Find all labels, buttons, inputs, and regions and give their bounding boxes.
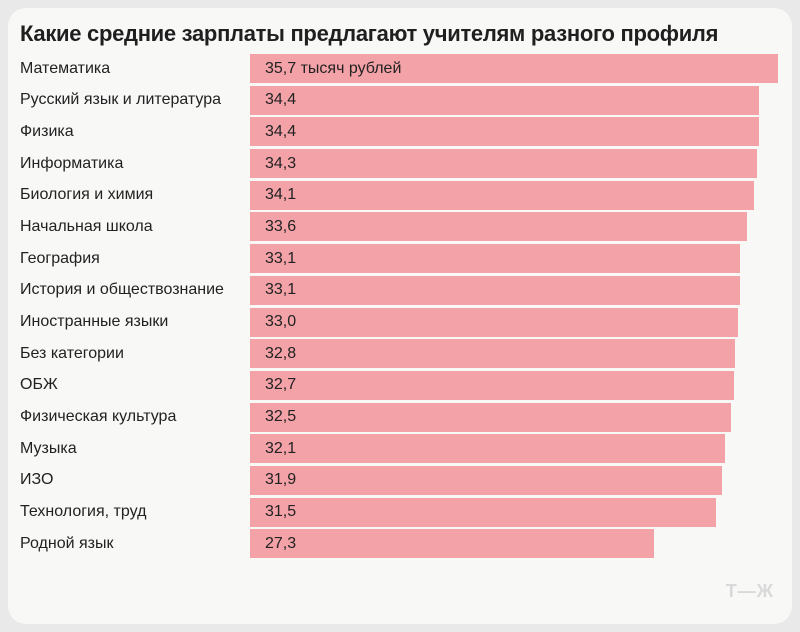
category-label: История и обществознание xyxy=(20,281,224,299)
chart-row: Математика 35,7 тысяч рублей xyxy=(20,54,786,83)
category-label: Музыка xyxy=(20,439,77,457)
category-label: География xyxy=(20,249,100,267)
chart-row: Начальная школа 33,6 xyxy=(20,212,786,242)
chart-row: ОБЖ 32,7 xyxy=(20,370,786,400)
category-label: Русский язык и литература xyxy=(20,91,222,109)
category-label: Информатика xyxy=(20,154,124,172)
category-label: Без категории xyxy=(20,344,124,362)
chart-row: Иностранные языки 33,0 xyxy=(20,307,786,337)
tj-logo: Т—Ж xyxy=(725,581,774,601)
category-label: Биология и химия xyxy=(20,186,154,204)
value-label: 34,4 xyxy=(265,91,297,109)
bar: 31,5 xyxy=(250,497,716,527)
chart-row: Без категории 32,8 xyxy=(20,339,786,369)
category-label: ИЗО xyxy=(20,471,54,489)
bar: 35,7 тысяч рублей xyxy=(250,54,778,83)
bar: 34,3 xyxy=(250,149,758,179)
value-label: 33,1 xyxy=(265,249,297,267)
chart-row: Музыка 32,1 xyxy=(20,434,786,464)
bar: 33,1 xyxy=(250,244,740,274)
chart-card: Какие средние зарплаты предлагают учител… xyxy=(8,8,792,624)
bar: 33,1 xyxy=(250,275,740,305)
category-label: Технология, труд xyxy=(20,503,147,521)
value-label: 31,5 xyxy=(265,503,297,521)
value-label: 32,7 xyxy=(265,376,297,394)
value-label: 34,1 xyxy=(265,186,297,204)
value-label: 35,7 тысяч рублей xyxy=(265,59,402,77)
category-label: Физика xyxy=(20,122,74,140)
bar: 32,5 xyxy=(250,402,731,432)
value-label: 31,9 xyxy=(265,471,297,489)
category-label: Начальная школа xyxy=(20,217,153,235)
category-label: Иностранные языки xyxy=(20,313,169,330)
value-label: 33,0 xyxy=(265,313,297,330)
chart-row: Русский язык и литература 34,4 xyxy=(20,85,786,115)
chart-row: Физическая культура 32,5 xyxy=(20,402,786,432)
chart-row: География 33,1 xyxy=(20,244,786,274)
value-label: 32,5 xyxy=(265,408,297,426)
bar: 31,9 xyxy=(250,465,722,495)
chart-row: Технология, труд 31,5 xyxy=(20,497,786,527)
category-label: ОБЖ xyxy=(20,376,58,394)
bar: 32,8 xyxy=(250,339,736,369)
bar: 32,7 xyxy=(250,370,734,400)
category-label: Математика xyxy=(20,59,111,77)
chart-row: Родной язык 27,3 xyxy=(20,529,786,559)
chart-row: Физика 34,4 xyxy=(20,117,786,147)
bar: 32,1 xyxy=(250,434,725,464)
chart-row: ИЗО 31,9 xyxy=(20,465,786,495)
bar: 34,4 xyxy=(250,117,759,147)
value-label: 27,3 xyxy=(265,534,297,552)
bar: 34,4 xyxy=(250,85,759,115)
value-label: 34,4 xyxy=(265,122,297,140)
value-label: 32,8 xyxy=(265,344,297,362)
category-label: Физическая культура xyxy=(20,408,177,426)
bar: 33,6 xyxy=(250,212,747,242)
page-title: Какие средние зарплаты предлагают учител… xyxy=(20,21,719,46)
bar: 33,0 xyxy=(250,307,739,337)
bar: 34,1 xyxy=(250,180,755,210)
value-label: 33,6 xyxy=(265,217,297,235)
chart-row: Биология и химия 34,1 xyxy=(20,180,786,210)
value-label: 32,1 xyxy=(265,439,297,457)
value-label: 34,3 xyxy=(265,154,297,172)
value-label: 33,1 xyxy=(265,281,297,299)
category-label: Родной язык xyxy=(20,534,114,552)
chart-row: Информатика 34,3 xyxy=(20,149,786,179)
chart-row: История и обществознание 33,1 xyxy=(20,275,786,305)
chart-rows: Математика 35,7 тысяч рублей Русский язык … xyxy=(20,54,786,561)
bar: 27,3 xyxy=(250,529,654,559)
